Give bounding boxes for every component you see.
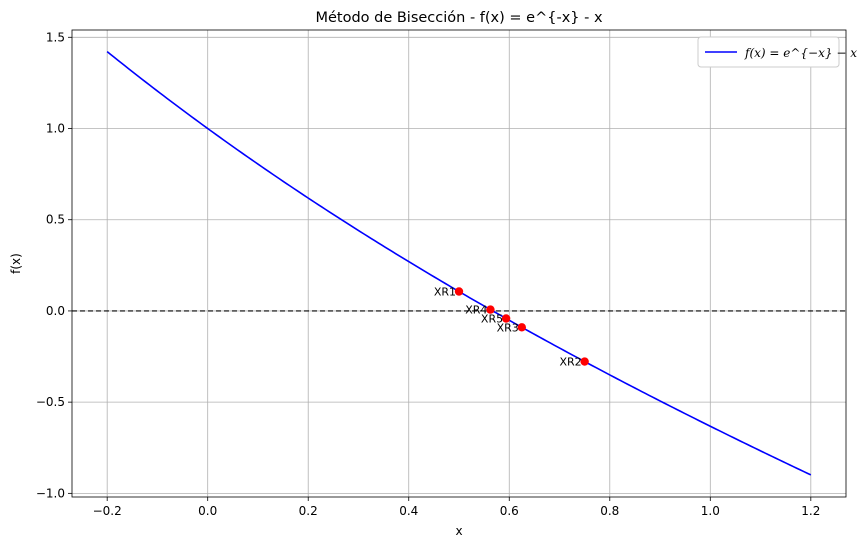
x-tick-label: 0.6 bbox=[500, 504, 519, 518]
y-tick-label: −1.0 bbox=[36, 486, 65, 500]
legend-label: f(x) = e^{−x} − x bbox=[744, 46, 857, 60]
legend: f(x) = e^{−x} − x bbox=[697, 36, 857, 68]
point-label-xr3: XR3 bbox=[497, 321, 519, 334]
point-xr5 bbox=[501, 314, 511, 323]
chart-title: Método de Bisección - f(x) = e^{-x} - x bbox=[315, 10, 602, 26]
y-axis-label: f(x) bbox=[9, 253, 23, 274]
point-xr3 bbox=[517, 323, 527, 332]
x-tick-label: 0.4 bbox=[399, 504, 418, 518]
x-tick-label: 1.0 bbox=[701, 504, 720, 518]
y-tick-label: 1.0 bbox=[46, 122, 65, 136]
point-label-xr2: XR2 bbox=[559, 356, 581, 369]
point-label-xr5: XR5 bbox=[481, 313, 503, 326]
x-tick-label: 0.2 bbox=[299, 504, 318, 518]
x-tick-label: 0.0 bbox=[198, 504, 217, 518]
y-axis-ticks: −1.0 −0.5 0.0 0.5 1.0 1.5 bbox=[36, 30, 72, 500]
x-tick-label: 0.8 bbox=[600, 504, 619, 518]
point-xr4 bbox=[486, 305, 495, 314]
point-label-xr4: XR4 bbox=[465, 304, 487, 317]
x-tick-label: −0.2 bbox=[93, 504, 122, 518]
legend-box bbox=[697, 36, 840, 68]
x-axis-label: x bbox=[455, 524, 462, 538]
x-tick-label: 1.2 bbox=[801, 504, 820, 518]
point-xr2 bbox=[580, 357, 589, 366]
y-tick-label: 0.5 bbox=[46, 213, 65, 227]
y-tick-label: 0.0 bbox=[46, 304, 65, 318]
point-label-xr1: XR1 bbox=[434, 286, 456, 299]
y-tick-label: 1.5 bbox=[46, 30, 65, 44]
y-tick-label: −0.5 bbox=[36, 395, 65, 409]
x-axis-ticks: −0.2 0.0 0.2 0.4 0.6 0.8 1.0 1.2 bbox=[93, 497, 820, 518]
point-xr1 bbox=[454, 287, 464, 296]
plot-frame bbox=[71, 29, 847, 498]
